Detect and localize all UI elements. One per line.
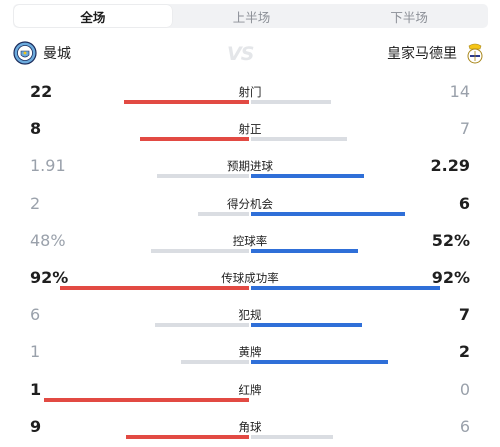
away-stat-bar (251, 360, 388, 365)
away-stat-bar-fill (251, 248, 358, 253)
home-stat-bar (198, 211, 249, 216)
home-stat-bar (60, 286, 249, 290)
home-stat-bar-fill (124, 100, 249, 104)
stat-label: 射正 (238, 122, 262, 137)
stat-row: 8 射正 7 (0, 119, 500, 149)
home-stat-bar-fill (151, 248, 249, 253)
stat-row: 1 红牌 0 (0, 380, 500, 410)
stat-row: 2 得分机会 6 (0, 194, 500, 224)
away-stat-bar-fill (251, 286, 440, 290)
home-stat-value: 1 (30, 342, 41, 362)
home-stat-bar (126, 434, 249, 439)
away-stat-bar-fill (251, 137, 347, 142)
away-stat-bar (251, 100, 331, 104)
home-stat-value: 48% (30, 230, 66, 250)
away-stat-bar (251, 248, 358, 253)
home-stat-value: 8 (30, 119, 42, 139)
away-stat-bar-fill (251, 100, 331, 104)
stat-label: 红牌 (238, 382, 262, 397)
away-stat-value: 0 (459, 379, 470, 399)
stat-row: 22 射门 14 (0, 82, 500, 112)
tab-first-half[interactable]: 上半场 (232, 9, 271, 25)
home-stat-value: 92% (30, 268, 69, 287)
home-stat-value: 6 (30, 305, 41, 325)
stat-row: 92% 传球成功率 92% (0, 268, 500, 298)
away-stat-bar-fill (251, 360, 388, 365)
home-team[interactable]: 曼城 (13, 40, 71, 66)
stat-label: 角球 (238, 419, 262, 434)
home-stat-bar (181, 360, 249, 365)
away-stat-value: 52% (431, 230, 470, 250)
home-stat-bar-fill (181, 360, 249, 365)
away-stat-value: 2.29 (430, 156, 470, 176)
home-stat-bar-fill (126, 434, 249, 439)
away-team[interactable]: 皇家马德里 (387, 40, 487, 66)
home-stat-bar-fill (140, 137, 249, 142)
home-stat-bar (155, 323, 249, 328)
home-stat-value: 9 (30, 416, 42, 436)
home-stat-value: 22 (30, 82, 53, 101)
away-stat-bar (251, 137, 347, 142)
home-stat-value: 1 (30, 379, 42, 399)
stat-row: 48% 控球率 52% (0, 231, 500, 261)
away-stat-value: 7 (459, 119, 470, 139)
home-stat-value: 1.91 (30, 156, 66, 176)
away-stat-bar (251, 286, 440, 290)
stat-label: 传球成功率 (221, 271, 279, 285)
away-stat-bar (251, 174, 364, 179)
away-stat-value: 6 (459, 416, 470, 436)
away-stat-bar-fill (251, 211, 405, 216)
vs-mark: VS (227, 43, 254, 65)
home-stat-bar (124, 100, 249, 104)
home-stat-bar-fill (60, 286, 249, 290)
stat-label: 黄牌 (238, 345, 262, 360)
stat-label: 控球率 (232, 233, 268, 248)
stat-label: 预期进球 (227, 159, 273, 174)
home-stat-bar-fill (198, 211, 249, 216)
home-stat-bar (44, 397, 249, 402)
home-stat-bar-fill (44, 397, 249, 402)
stat-row: 1 黄牌 2 (0, 342, 500, 372)
away-stat-value: 2 (458, 342, 470, 362)
man-city-crest-icon (13, 41, 37, 65)
tab-full-match[interactable]: 全场 (14, 5, 172, 27)
stat-label: 犯规 (238, 308, 262, 323)
away-stat-value: 92% (431, 268, 470, 287)
home-stat-bar-fill (157, 174, 249, 179)
away-stat-value: 6 (458, 193, 470, 213)
stat-label: 射门 (238, 85, 262, 99)
away-stat-value: 14 (449, 82, 470, 101)
away-stat-bar (251, 211, 405, 216)
home-stat-bar (140, 137, 249, 142)
tab-second-half[interactable]: 下半场 (390, 9, 428, 25)
stat-row: 1.91 预期进球 2.29 (0, 156, 500, 186)
away-team-name: 皇家马德里 (387, 46, 457, 62)
away-stat-bar (251, 434, 333, 439)
home-stat-value: 2 (30, 193, 41, 213)
stat-row: 6 犯规 7 (0, 305, 500, 335)
away-stat-bar-fill (251, 174, 364, 179)
stat-label: 得分机会 (227, 196, 273, 211)
home-stat-bar (151, 248, 249, 253)
away-stat-bar-fill (251, 434, 333, 439)
home-stat-bar-fill (155, 323, 249, 328)
home-team-name: 曼城 (43, 46, 71, 62)
period-tabs: 全场 上半场 下半场 (13, 4, 488, 28)
stat-row: 9 角球 6 (0, 417, 500, 447)
away-stat-value: 7 (458, 305, 470, 325)
home-stat-bar (157, 174, 249, 179)
real-madrid-crest-icon (467, 43, 483, 64)
away-stat-bar-fill (251, 323, 362, 328)
away-stat-bar (251, 323, 362, 328)
